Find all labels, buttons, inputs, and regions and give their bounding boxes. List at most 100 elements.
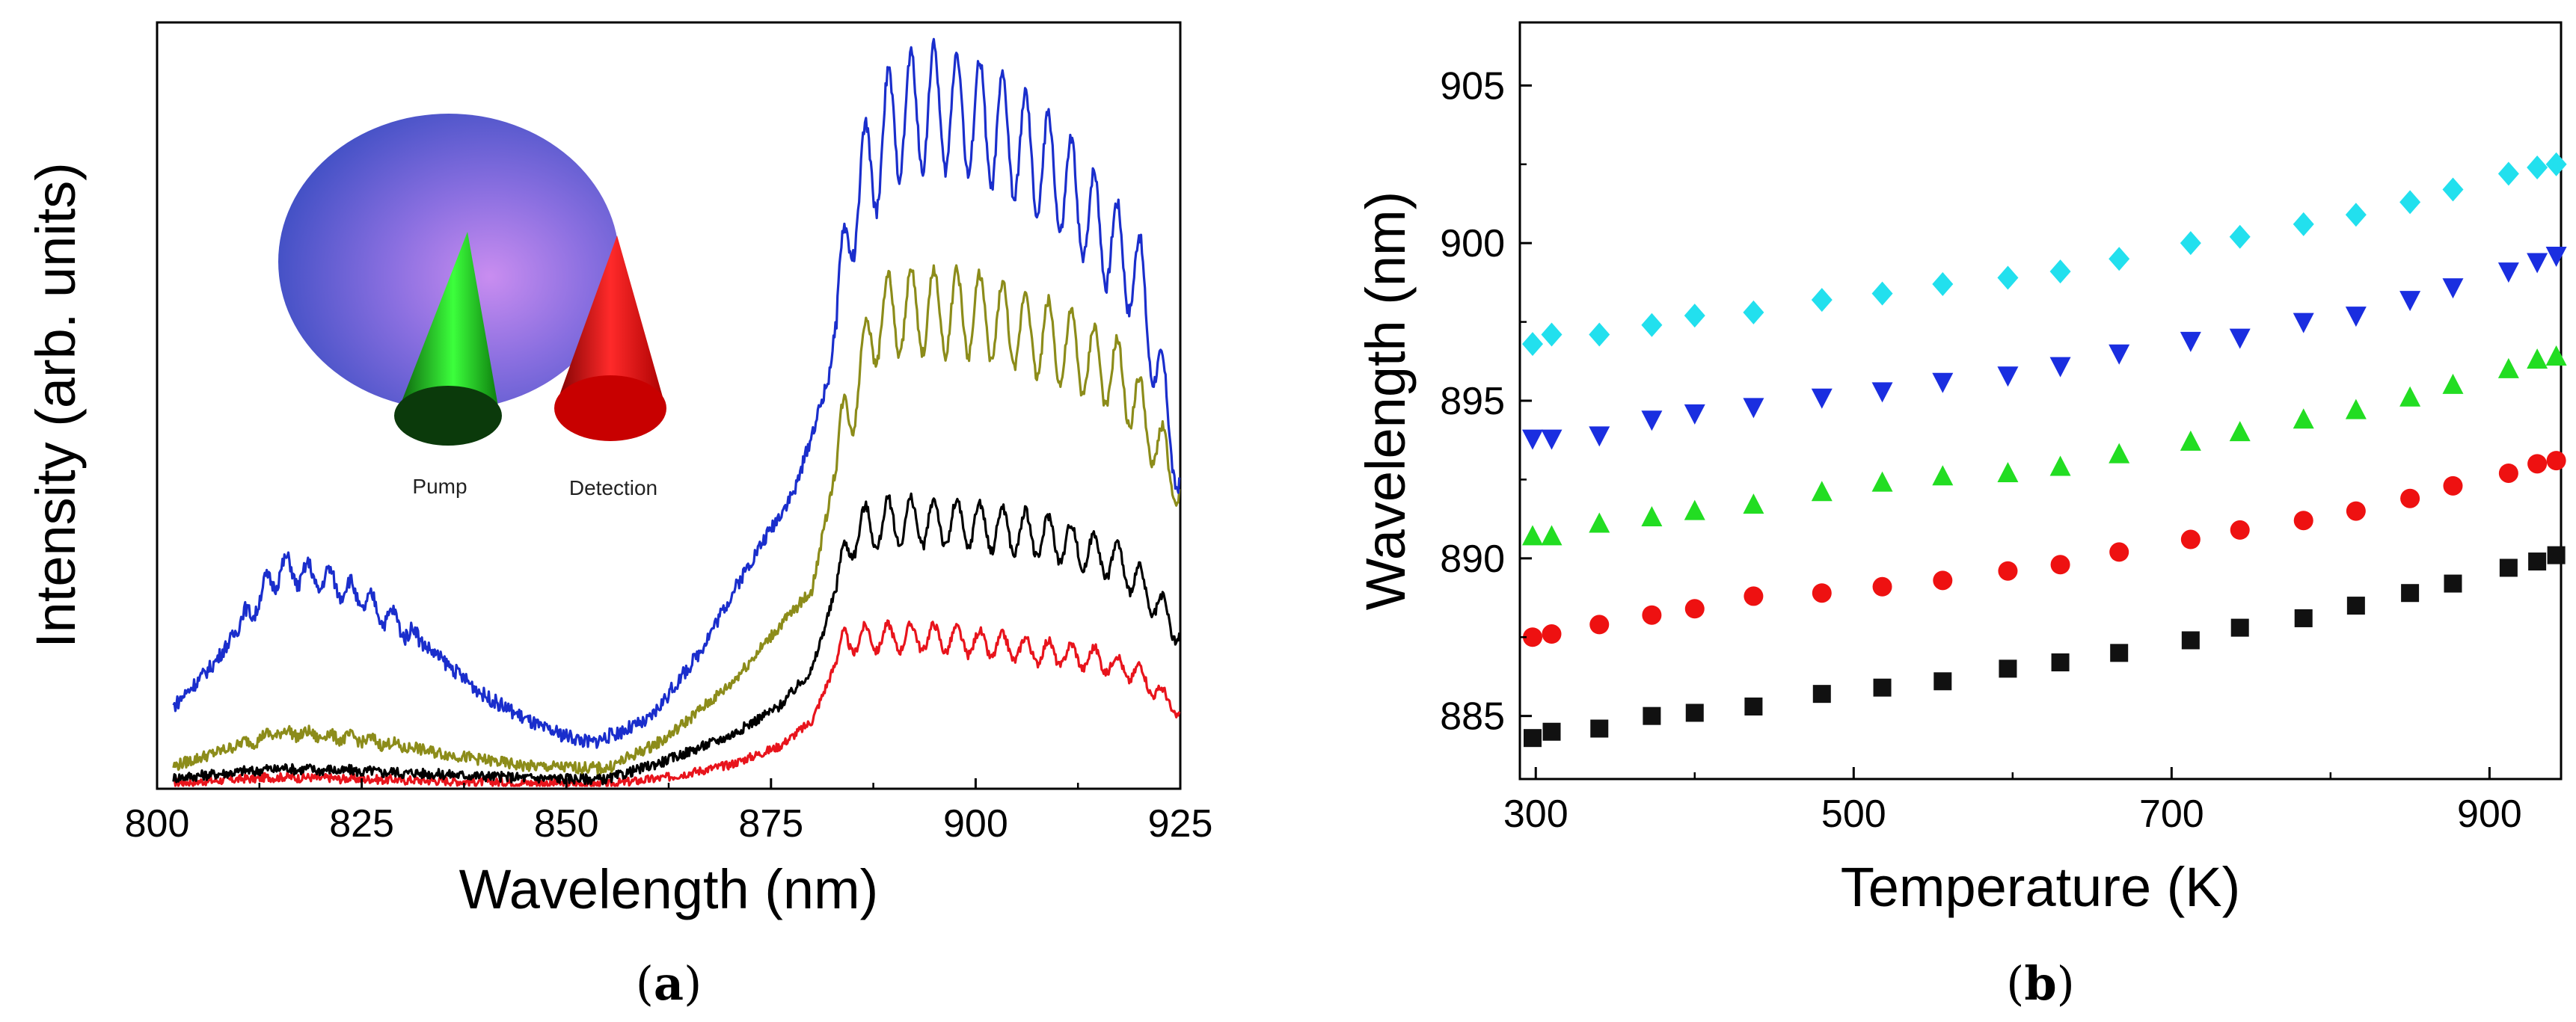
panel-b-x-ticks: 300 500 700 900	[1503, 767, 2522, 836]
data-point-triangle-up	[1871, 471, 1893, 492]
data-point-square	[2444, 574, 2462, 593]
data-point-square	[2181, 631, 2200, 650]
inset-illustration: Pump Detection	[278, 114, 666, 499]
panel-a-series	[172, 37, 1181, 787]
spectrum-line-1	[173, 619, 1181, 787]
data-point-triangle-up	[1997, 461, 2019, 482]
data-point-triangle-down	[1932, 372, 1954, 393]
panel-a: Pump Detection 800 825 850 875 900 925 Wavele…	[25, 21, 1213, 1011]
x-tick-label: 875	[738, 802, 803, 846]
data-point-triangle-up	[2545, 345, 2567, 366]
data-point-triangle-up	[1932, 465, 1954, 486]
data-point-triangle-up	[1589, 512, 1610, 533]
data-point-triangle-down	[2229, 328, 2251, 349]
data-point-circle	[1744, 586, 1764, 606]
data-point-triangle-up	[2345, 398, 2367, 419]
data-point-triangle-down	[1522, 429, 1544, 450]
data-point-circle	[2498, 463, 2518, 483]
data-point-circle	[2050, 555, 2070, 575]
data-point-circle	[2180, 529, 2201, 550]
panel-b-y-axis-label: Wavelength (nm)	[1355, 191, 1417, 611]
y-tick-label: 890	[1440, 538, 1505, 581]
data-point-triangle-up	[1522, 525, 1544, 546]
data-point-triangle-up	[2180, 430, 2201, 451]
data-point-circle	[1684, 599, 1705, 619]
x-tick-label: 900	[2457, 792, 2522, 836]
data-point-triangle-down	[2180, 331, 2201, 352]
data-point-diamond	[1997, 265, 2019, 290]
x-tick-label: 700	[2139, 792, 2204, 836]
spectrum-line-3	[172, 264, 1181, 775]
inset-label-detection: Detection	[569, 476, 657, 499]
panel-a-x-ticks: 800 825 850 875 900 925	[125, 778, 1213, 846]
data-point-diamond	[2527, 155, 2548, 179]
data-point-circle	[1542, 624, 1562, 644]
spectrum-line-4	[172, 37, 1181, 749]
panel-b-y-ticks: 885 890 895 900 905	[1440, 64, 1532, 739]
panel-b: 300 500 700 900 885 890 895 900 905 Temperature…	[1355, 21, 2567, 1011]
data-point-circle	[2546, 451, 2566, 471]
data-point-diamond	[1871, 281, 1893, 306]
data-point-circle	[2346, 501, 2366, 521]
data-point-diamond	[1522, 332, 1544, 357]
x-tick-label: 825	[329, 802, 394, 846]
data-point-square	[1999, 659, 2017, 678]
data-point-square	[2499, 558, 2518, 577]
data-point-triangle-down	[2345, 307, 2367, 327]
data-point-triangle-down	[1743, 398, 1764, 419]
data-point-triangle-down	[2527, 253, 2548, 274]
data-point-triangle-down	[2049, 357, 2071, 378]
data-point-square	[1643, 707, 1661, 725]
data-point-diamond	[2049, 259, 2071, 284]
x-tick-label: 800	[125, 802, 190, 846]
data-point-triangle-up	[2109, 443, 2130, 464]
x-tick-label: 850	[534, 802, 599, 846]
data-point-diamond	[2109, 247, 2130, 271]
data-point-circle	[1998, 561, 2018, 581]
data-point-triangle-down	[1997, 366, 2019, 387]
data-point-square	[2230, 618, 2249, 637]
data-point-diamond	[1932, 271, 1954, 296]
panel-a-x-axis-label: Wavelength (nm)	[459, 858, 879, 920]
data-point-diamond	[1589, 322, 1610, 347]
data-point-triangle-down	[2545, 247, 2567, 268]
y-tick-label: 885	[1440, 695, 1505, 739]
data-point-triangle-up	[2049, 455, 2071, 476]
data-point-triangle-down	[1589, 426, 1610, 447]
data-point-triangle-down	[2293, 313, 2314, 333]
data-point-triangle-down	[1871, 382, 1893, 403]
data-point-square	[1685, 704, 1704, 722]
data-point-triangle-down	[1641, 410, 1663, 431]
data-point-triangle-up	[1743, 493, 1764, 514]
x-tick-label: 925	[1148, 802, 1213, 846]
panel-a-frame	[156, 21, 1182, 790]
data-point-triangle-down	[1684, 404, 1705, 425]
data-point-square	[1542, 722, 1561, 741]
data-point-square	[1812, 685, 1831, 704]
data-point-circle	[1812, 583, 1832, 603]
y-tick-label: 905	[1440, 64, 1505, 108]
data-point-square	[2051, 653, 2070, 671]
data-point-triangle-up	[2229, 421, 2251, 442]
data-point-diamond	[2399, 190, 2421, 215]
data-point-diamond	[2229, 224, 2251, 249]
data-point-diamond	[1811, 288, 1833, 313]
panel-a-label: (a)	[636, 956, 702, 1011]
data-point-square	[1744, 698, 1763, 716]
data-point-diamond	[1684, 304, 1705, 328]
sphere-icon	[278, 114, 619, 410]
data-point-square	[2401, 584, 2420, 603]
data-point-triangle-up	[2399, 386, 2421, 407]
data-point-triangle-down	[2109, 344, 2130, 365]
data-point-diamond	[2442, 177, 2464, 202]
data-point-triangle-down	[1541, 429, 1563, 450]
data-point-triangle-down	[1811, 388, 1833, 409]
data-point-diamond	[2497, 161, 2519, 186]
data-point-circle	[2293, 511, 2313, 531]
pump-cone-icon	[394, 232, 502, 446]
data-point-triangle-up	[1641, 506, 1663, 527]
data-point-square	[1524, 729, 1542, 748]
data-point-triangle-down	[2497, 262, 2519, 283]
data-point-square	[2547, 546, 2566, 564]
